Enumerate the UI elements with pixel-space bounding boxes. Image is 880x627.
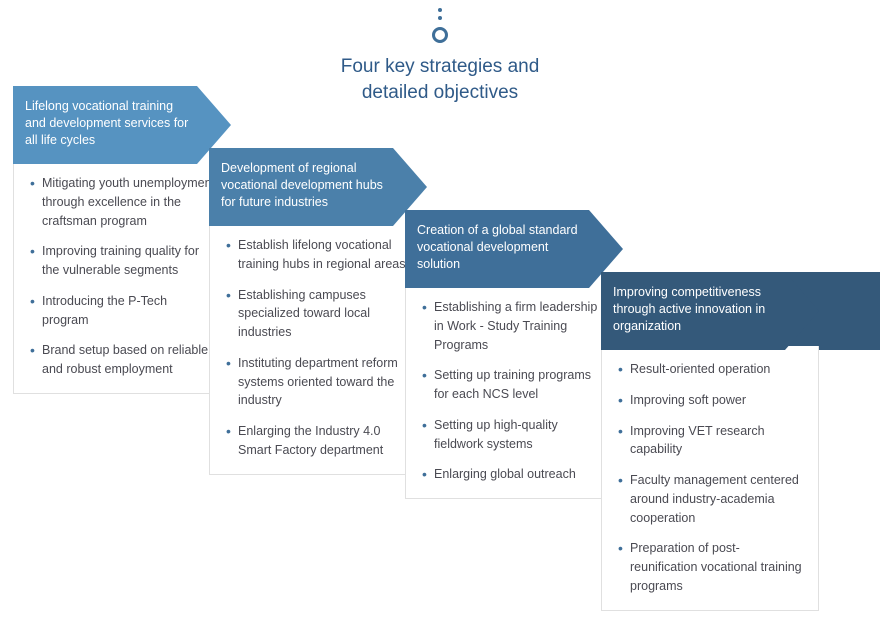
strategy-title: Creation of a global standard vocational… [417,222,583,273]
strategy-title: Development of regional vocational devel… [221,160,387,211]
objective-list: Result-oriented operation Improving soft … [618,360,804,596]
strategy-body: Establishing a firm leadership in Work -… [405,284,623,499]
objective-item: Establishing campuses specialized toward… [226,286,412,342]
objective-item: Improving VET research capability [618,422,804,460]
objective-item: Establish lifelong vocational training h… [226,236,412,274]
strategy-title: Improving competitiveness through active… [613,284,779,335]
objective-item: Setting up training programs for each NC… [422,366,608,404]
objective-item: Instituting department reform systems or… [226,354,412,410]
strategy-card: Creation of a global standard vocational… [405,210,623,499]
strategy-body: Establish lifelong vocational training h… [209,222,427,475]
objective-list: Establish lifelong vocational training h… [226,236,412,460]
objective-list: Mitigating youth unemployment through ex… [30,174,216,379]
strategy-card: Lifelong vocational training and develop… [13,86,231,394]
strategy-title: Lifelong vocational training and develop… [25,98,191,149]
strategy-card: Improving competitiveness through active… [601,272,819,611]
strategy-body: Result-oriented operation Improving soft … [601,346,819,611]
objective-item: Brand setup based on reliable and robust… [30,341,216,379]
strategies-diagram: Lifelong vocational training and develop… [0,0,880,627]
objective-item: Mitigating youth unemployment through ex… [30,174,216,230]
objective-item: Improving training quality for the vulne… [30,242,216,280]
objective-list: Establishing a firm leadership in Work -… [422,298,608,484]
objective-item: Enlarging the Industry 4.0 Smart Factory… [226,422,412,460]
objective-item: Establishing a firm leadership in Work -… [422,298,608,354]
objective-item: Preparation of post-reunification vocati… [618,539,804,595]
objective-item: Result-oriented operation [618,360,804,379]
objective-item: Introducing the P-Tech program [30,292,216,330]
strategy-body: Mitigating youth unemployment through ex… [13,160,231,394]
objective-item: Improving soft power [618,391,804,410]
objective-item: Setting up high-quality fieldwork system… [422,416,608,454]
objective-item: Faculty management centered around indus… [618,471,804,527]
strategy-card: Development of regional vocational devel… [209,148,427,475]
objective-item: Enlarging global outreach [422,465,608,484]
